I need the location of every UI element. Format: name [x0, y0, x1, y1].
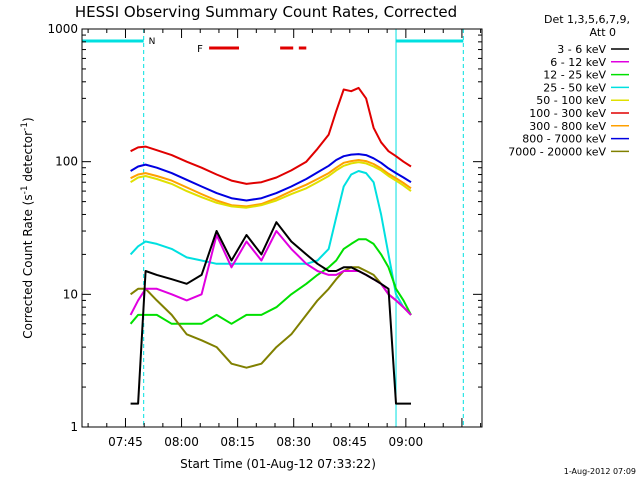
- plot-frame: [81, 28, 483, 428]
- series-line: [130, 159, 412, 208]
- y-tick-label: 1: [70, 420, 78, 434]
- legend-label: 300 - 800 keV: [529, 120, 606, 133]
- legend-label: 6 - 12 keV: [550, 56, 606, 69]
- x-tick-label: 08:45: [332, 435, 367, 449]
- legend-label: 25 - 50 keV: [543, 81, 606, 94]
- series-line: [130, 161, 412, 209]
- x-tick-label: 07:45: [108, 435, 143, 449]
- y-tick-label: 1000: [47, 22, 78, 36]
- y-axis-label: Corrected Count Rate (s-1 detector-1): [20, 117, 35, 338]
- night-flag-label: N: [149, 37, 156, 47]
- axis-ticks: 1 10 100 1000 07:45 08:00 08:15 08:30 08:45 09:00: [47, 22, 482, 449]
- flare-flag-label: F: [197, 44, 203, 55]
- legend-label: 3 - 6 keV: [557, 43, 606, 56]
- legend-label: 12 - 25 keV: [543, 69, 606, 82]
- x-axis-label: Start Time (01-Aug-12 07:33:22): [180, 457, 376, 471]
- x-tick-label: 08:15: [220, 435, 255, 449]
- x-tick-label: 09:00: [389, 435, 424, 449]
- series-line: [130, 86, 412, 185]
- series-line: [130, 221, 411, 405]
- legend-label: 50 - 100 keV: [536, 94, 606, 107]
- legend-label: 800 - 7000 keV: [522, 133, 606, 146]
- y-tick-label: 10: [63, 287, 78, 301]
- y-tick-label: 100: [55, 155, 78, 169]
- series-line: [130, 153, 412, 202]
- plot-content: NF: [81, 29, 464, 427]
- series-line: [130, 266, 412, 369]
- series-line: [129, 238, 412, 325]
- chart-title: HESSI Observing Summary Count Rates, Cor…: [75, 3, 457, 21]
- x-tick-label: 08:00: [164, 435, 199, 449]
- timestamp: 1-Aug-2012 07:09: [564, 467, 636, 476]
- legend-header-detectors: Det 1,3,5,6,7,9,: [544, 13, 630, 26]
- legend-header-attenuator: Att 0: [590, 26, 616, 39]
- legend-label: 7000 - 20000 keV: [508, 145, 606, 158]
- x-tick-label: 08:30: [276, 435, 311, 449]
- legend-label: 100 - 300 keV: [529, 107, 606, 120]
